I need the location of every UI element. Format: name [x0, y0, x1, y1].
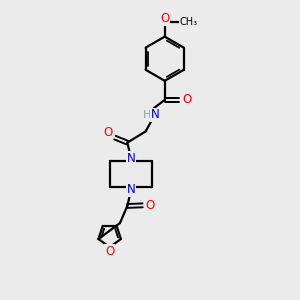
Text: CH₃: CH₃: [180, 17, 198, 27]
Text: O: O: [160, 13, 169, 26]
Text: O: O: [103, 126, 112, 139]
Text: N: N: [127, 183, 135, 196]
Text: O: O: [182, 93, 191, 106]
Text: H: H: [143, 110, 151, 120]
Text: O: O: [145, 199, 154, 212]
Text: O: O: [105, 245, 114, 258]
Text: N: N: [151, 108, 159, 121]
Text: N: N: [127, 152, 135, 165]
